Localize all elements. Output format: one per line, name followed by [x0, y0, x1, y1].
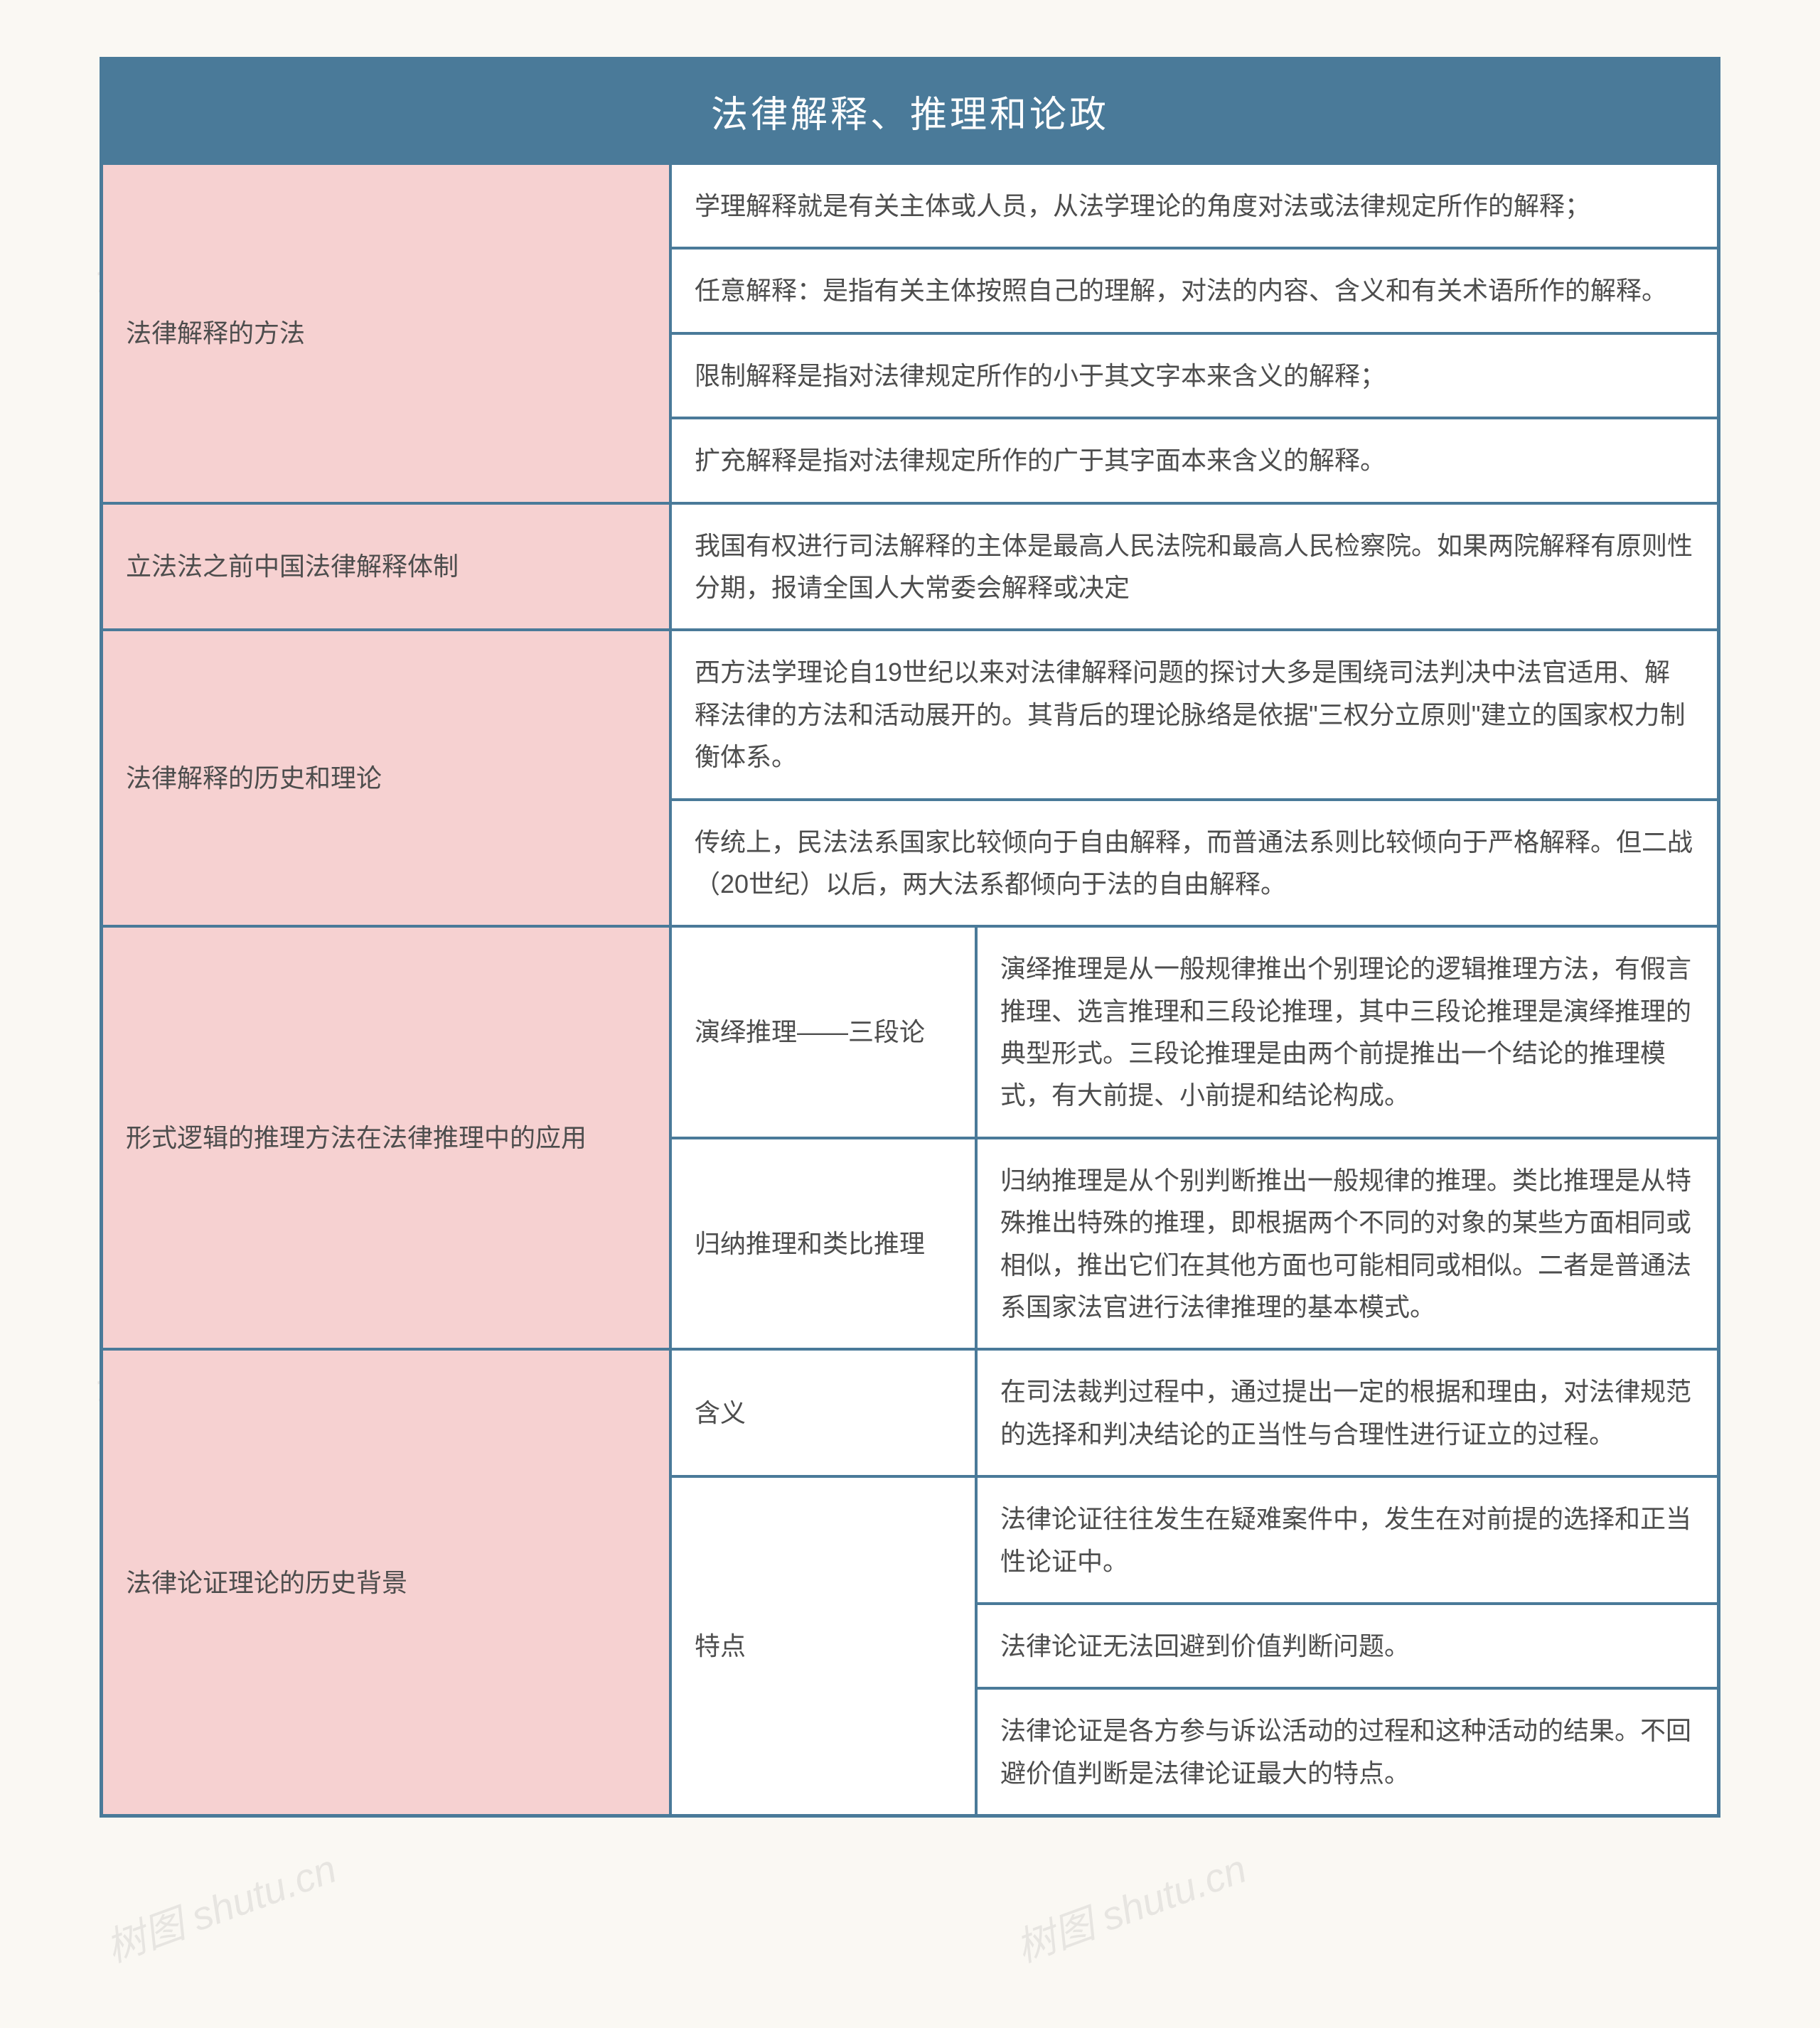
watermark: 树图 shutu.cn	[97, 1837, 343, 1973]
section-body: 西方法学理论自19世纪以来对法律解释问题的探讨大多是围绕司法判决中法官适用、解释…	[670, 630, 1718, 926]
table-title: 法律解释、推理和论政	[102, 59, 1718, 163]
sub-label: 含义	[670, 1349, 976, 1476]
content-cell: 法律论证无法回避到价值判断问题。	[976, 1604, 1718, 1688]
content-cell: 我国有权进行司法解释的主体是最高人民法院和最高人民检察院。如果两院解释有原则性分…	[670, 503, 1718, 631]
section-label: 立法法之前中国法律解释体制	[102, 503, 670, 631]
sub-label: 归纳推理和类比推理	[670, 1138, 976, 1350]
section-label: 法律解释的方法	[102, 163, 670, 503]
table-container: 法律解释、推理和论政 法律解释的方法 学理解释就是有关主体或人员，从法学理论的角…	[100, 57, 1720, 1818]
section-row: 形式逻辑的推理方法在法律推理中的应用 演绎推理——三段论 演绎推理是从一般规律推…	[102, 926, 1718, 1349]
section-body: 学理解释就是有关主体或人员，从法学理论的角度对法或法律规定所作的解释； 任意解释…	[670, 163, 1718, 503]
content-cell: 演绎推理是从一般规律推出个别理论的逻辑推理方法，有假言推理、选言推理和三段论推理…	[976, 926, 1718, 1138]
section-label: 形式逻辑的推理方法在法律推理中的应用	[102, 926, 670, 1349]
watermark: 树图 shutu.cn	[1007, 1837, 1253, 1973]
section-row: 立法法之前中国法律解释体制 我国有权进行司法解释的主体是最高人民法院和最高人民检…	[102, 503, 1718, 631]
section-label: 法律解释的历史和理论	[102, 630, 670, 926]
section-row: 法律解释的方法 学理解释就是有关主体或人员，从法学理论的角度对法或法律规定所作的…	[102, 163, 1718, 503]
content-cell: 西方法学理论自19世纪以来对法律解释问题的探讨大多是围绕司法判决中法官适用、解释…	[670, 630, 1718, 799]
content-cell: 任意解释：是指有关主体按照自己的理解，对法的内容、含义和有关术语所作的解释。	[670, 248, 1718, 333]
content-cell: 法律论证往往发生在疑难案件中，发生在对前提的选择和正当性论证中。	[976, 1476, 1718, 1604]
content-cell: 传统上，民法法系国家比较倾向于自由解释，而普通法系则比较倾向于严格解释。但二战（…	[670, 800, 1718, 927]
content-cell: 法律论证是各方参与诉讼活动的过程和这种活动的结果。不回避价值判断是法律论证最大的…	[976, 1688, 1718, 1815]
section-label: 法律论证理论的历史背景	[102, 1349, 670, 1815]
content-cell: 在司法裁判过程中，通过提出一定的根据和理由，对法律规范的选择和判决结论的正当性与…	[976, 1349, 1718, 1476]
sub-label: 特点	[670, 1476, 976, 1815]
section-row: 法律论证理论的历史背景 含义 在司法裁判过程中，通过提出一定的根据和理由，对法律…	[102, 1349, 1718, 1815]
sub-label: 演绎推理——三段论	[670, 926, 976, 1138]
section-row: 法律解释的历史和理论 西方法学理论自19世纪以来对法律解释问题的探讨大多是围绕司…	[102, 630, 1718, 926]
content-cell: 扩充解释是指对法律规定所作的广于其字面本来含义的解释。	[670, 418, 1718, 503]
content-cell: 归纳推理是从个别判断推出一般规律的推理。类比推理是从特殊推出特殊的推理，即根据两…	[976, 1138, 1718, 1350]
content-cell: 学理解释就是有关主体或人员，从法学理论的角度对法或法律规定所作的解释；	[670, 163, 1718, 248]
content-cell: 限制解释是指对法律规定所作的小于其文字本来含义的解释；	[670, 333, 1718, 418]
